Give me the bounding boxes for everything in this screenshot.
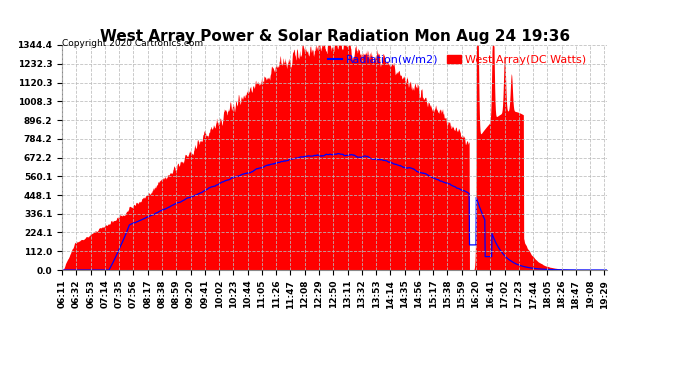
Title: West Array Power & Solar Radiation Mon Aug 24 19:36: West Array Power & Solar Radiation Mon A… [99, 29, 570, 44]
Legend: Radiation(w/m2), West Array(DC Watts): Radiation(w/m2), West Array(DC Watts) [324, 51, 591, 69]
Text: Copyright 2020 Cartronics.com: Copyright 2020 Cartronics.com [62, 39, 204, 48]
